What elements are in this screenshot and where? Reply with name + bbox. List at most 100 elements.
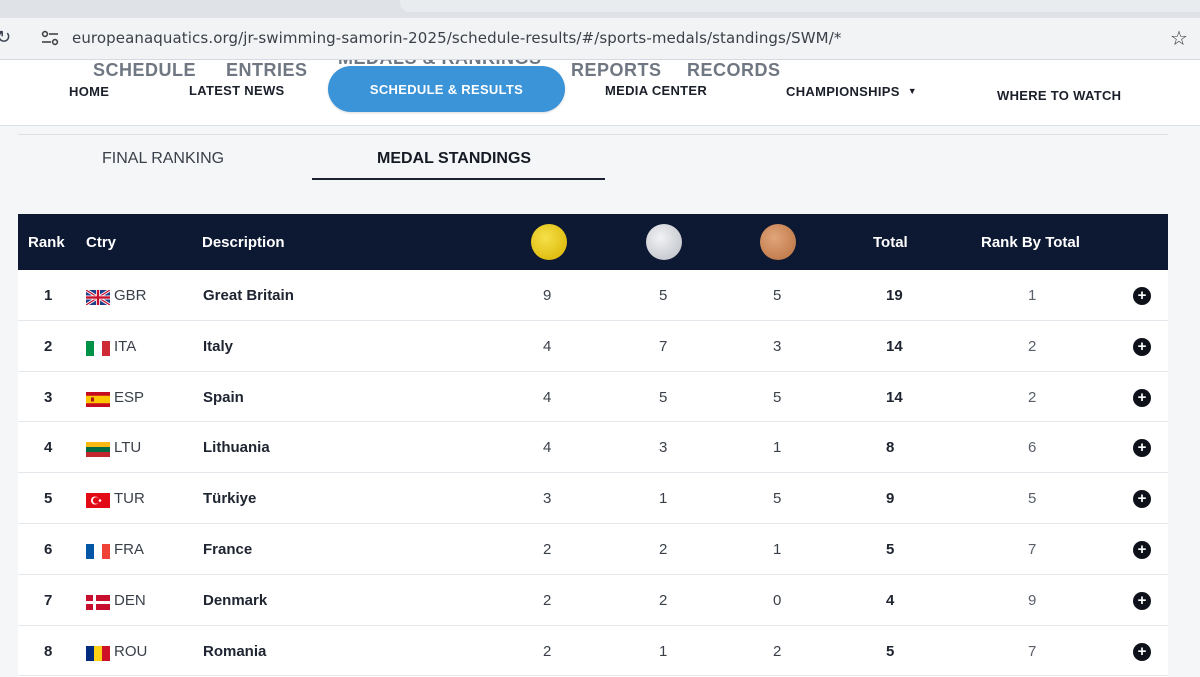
row-country-name: Denmark xyxy=(203,591,268,609)
row-silver: 1 xyxy=(659,642,668,660)
row-country-code: GBR xyxy=(114,287,147,304)
tab-final-ranking[interactable]: FINAL RANKING xyxy=(102,150,225,167)
row-silver: 5 xyxy=(659,388,668,406)
reload-icon[interactable]: ↻ xyxy=(0,27,12,47)
row-bronze: 1 xyxy=(773,540,782,558)
flag-den-icon xyxy=(86,594,110,610)
chevron-down-icon: ▼ xyxy=(907,86,917,96)
header-ctry[interactable]: Ctry xyxy=(86,234,117,251)
row-country-name: Great Britain xyxy=(203,287,294,304)
row-country-name: Italy xyxy=(203,337,234,355)
row-bronze: 5 xyxy=(773,388,782,406)
table-row[interactable]: 3 ESP Spain 4 5 5 14 2 + xyxy=(18,371,1168,423)
row-total: 5 xyxy=(886,540,895,558)
row-country-code: TUR xyxy=(114,490,145,508)
header-rank-by-total[interactable]: Rank By Total xyxy=(981,234,1080,251)
header-rank[interactable]: Rank xyxy=(28,234,65,251)
nav-schedule-results-label: SCHEDULE & RESULTS xyxy=(369,81,524,97)
tab-medal-standings[interactable]: MEDAL STANDINGS xyxy=(377,150,532,167)
plus-circle-icon[interactable]: + xyxy=(1133,439,1151,458)
nav-schedule-results[interactable]: SCHEDULE & RESULTS xyxy=(328,66,565,112)
table-row[interactable]: 2 ITA Italy 4 7 3 14 2 + xyxy=(18,320,1168,372)
site-info-icon[interactable] xyxy=(40,29,60,47)
plus-circle-icon[interactable]: + xyxy=(1133,337,1151,356)
table-row[interactable]: 6 FRA France 2 2 1 5 7 + xyxy=(18,523,1168,575)
row-bronze: 3 xyxy=(773,337,782,355)
row-total: 14 xyxy=(886,388,903,406)
plus-circle-icon[interactable]: + xyxy=(1133,591,1151,610)
nav-latest-news[interactable]: LATEST NEWS xyxy=(189,83,285,98)
subnav-entries[interactable]: ENTRIES xyxy=(226,60,308,80)
row-gold: 2 xyxy=(543,540,552,558)
row-rank: 2 xyxy=(44,337,53,355)
silver-medal-icon[interactable] xyxy=(646,224,682,260)
row-country-name: Spain xyxy=(203,388,244,406)
nav-home[interactable]: HOME xyxy=(69,84,110,99)
row-bronze: 1 xyxy=(773,439,782,457)
plus-circle-icon[interactable]: + xyxy=(1133,540,1151,559)
row-rank: 5 xyxy=(44,490,53,508)
row-gold: 2 xyxy=(543,591,552,609)
table-row[interactable]: 1 GBR Great Britain 9 5 5 19 1 + xyxy=(18,270,1168,321)
row-gold: 9 xyxy=(543,287,552,304)
row-country-name: Romania xyxy=(203,642,267,660)
nav-where-to-watch[interactable]: WHERE TO WATCH xyxy=(997,88,1122,103)
row-rank: 6 xyxy=(44,540,53,558)
plus-circle-icon[interactable]: + xyxy=(1133,642,1151,661)
row-total: 19 xyxy=(886,287,903,304)
subnav-reports[interactable]: REPORTS xyxy=(571,60,662,80)
nav-championships-label: CHAMPIONSHIPS xyxy=(786,84,900,99)
row-bronze: 2 xyxy=(773,642,782,660)
flag-fra-icon xyxy=(86,543,110,559)
bronze-medal-icon[interactable] xyxy=(760,224,796,260)
browser-tab[interactable] xyxy=(400,0,1200,12)
table-row[interactable]: 7 DEN Denmark 2 2 0 4 9 + xyxy=(18,574,1168,626)
plus-circle-icon[interactable]: + xyxy=(1133,388,1151,407)
flag-tur-icon xyxy=(86,493,110,509)
row-bronze: 5 xyxy=(773,490,782,508)
subnav-schedule[interactable]: SCHEDULE xyxy=(93,60,197,80)
row-country-name: Türkiye xyxy=(203,490,257,508)
row-silver: 7 xyxy=(659,337,668,355)
row-gold: 2 xyxy=(543,642,552,660)
row-total: 5 xyxy=(886,642,895,660)
row-total: 14 xyxy=(886,337,903,355)
table-row[interactable]: 5 TUR Türkiye 3 1 5 9 5 + xyxy=(18,473,1168,524)
row-rank-by-total: 5 xyxy=(1028,490,1037,508)
row-rank-by-total: 7 xyxy=(1028,540,1037,558)
table-header: Rank Ctry Description Total Rank By Tota… xyxy=(18,214,1168,270)
browser-tabstrip xyxy=(0,0,1200,18)
star-icon[interactable]: ☆ xyxy=(1170,28,1188,50)
row-total: 8 xyxy=(886,439,895,457)
divider xyxy=(18,134,1168,135)
main-content: FINAL RANKING MEDAL STANDINGS Rank Ctry … xyxy=(0,126,1200,677)
flag-gbr-icon xyxy=(86,290,110,305)
row-silver: 1 xyxy=(659,490,668,508)
row-silver: 2 xyxy=(659,591,668,609)
flag-ltu-icon xyxy=(86,442,110,458)
row-country-code: DEN xyxy=(114,591,146,609)
address-bar[interactable]: ↻ europeanaquatics.org/jr-swimming-samor… xyxy=(0,18,1200,60)
table-row[interactable]: 8 ROU Romania 2 1 2 5 7 + xyxy=(18,625,1168,677)
plus-circle-icon[interactable]: + xyxy=(1133,490,1151,509)
plus-circle-icon[interactable]: + xyxy=(1133,287,1151,305)
nav-championships[interactable]: CHAMPIONSHIPS ▼ xyxy=(786,84,917,99)
nav-media-center[interactable]: MEDIA CENTER xyxy=(605,83,708,98)
table-row[interactable]: 4 LTU Lithuania 4 3 1 8 6 + xyxy=(18,422,1168,474)
row-rank-by-total: 2 xyxy=(1028,388,1037,406)
row-rank-by-total: 2 xyxy=(1028,337,1037,355)
row-total: 4 xyxy=(886,591,895,609)
header-description[interactable]: Description xyxy=(202,234,285,251)
row-total: 9 xyxy=(886,490,895,508)
row-gold: 4 xyxy=(543,337,552,355)
header-total[interactable]: Total xyxy=(873,234,908,251)
row-rank-by-total: 6 xyxy=(1028,439,1037,457)
url-text[interactable]: europeanaquatics.org/jr-swimming-samorin… xyxy=(72,29,842,47)
row-country-code: LTU xyxy=(114,439,142,457)
flag-rou-icon xyxy=(86,645,110,661)
row-country-code: FRA xyxy=(114,540,144,558)
gold-medal-icon[interactable] xyxy=(531,224,567,260)
subnav-records[interactable]: RECORDS xyxy=(687,60,781,80)
